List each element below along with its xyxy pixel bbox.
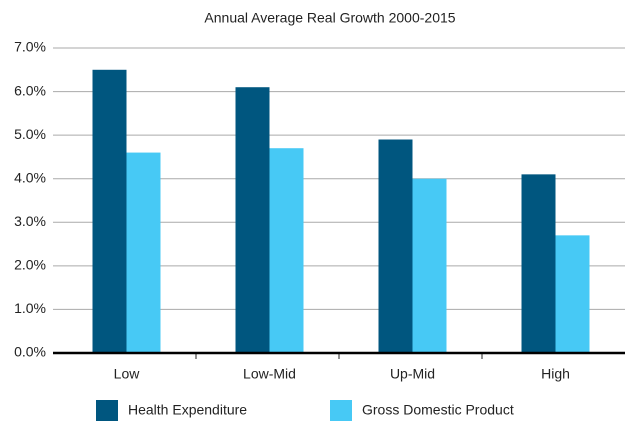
x-tick-label: Up-Mid [390, 366, 435, 382]
bar [235, 87, 270, 353]
x-tick-label: Low [114, 366, 141, 382]
x-tick-label: Low-Mid [243, 366, 296, 382]
y-tick-label: 0.0% [14, 344, 46, 360]
legend-label: Health Expenditure [128, 402, 247, 418]
legend-swatch [96, 400, 118, 421]
y-tick-label: 5.0% [14, 126, 46, 142]
legend-swatch [330, 400, 352, 421]
y-tick-label: 2.0% [14, 257, 46, 273]
y-tick-label: 7.0% [14, 39, 46, 55]
bar [521, 174, 556, 353]
y-tick-label: 1.0% [14, 300, 46, 316]
y-tick-label: 3.0% [14, 213, 46, 229]
bar [92, 69, 127, 354]
x-tick-label: High [541, 366, 570, 382]
bar [412, 178, 447, 353]
bar [555, 235, 590, 353]
bar [378, 139, 413, 353]
bar [126, 152, 161, 353]
bar [269, 148, 304, 353]
y-tick-label: 6.0% [14, 82, 46, 98]
y-tick-label: 4.0% [14, 169, 46, 185]
chart-title: Annual Average Real Growth 2000-2015 [204, 10, 455, 26]
legend-label: Gross Domestic Product [362, 402, 514, 418]
